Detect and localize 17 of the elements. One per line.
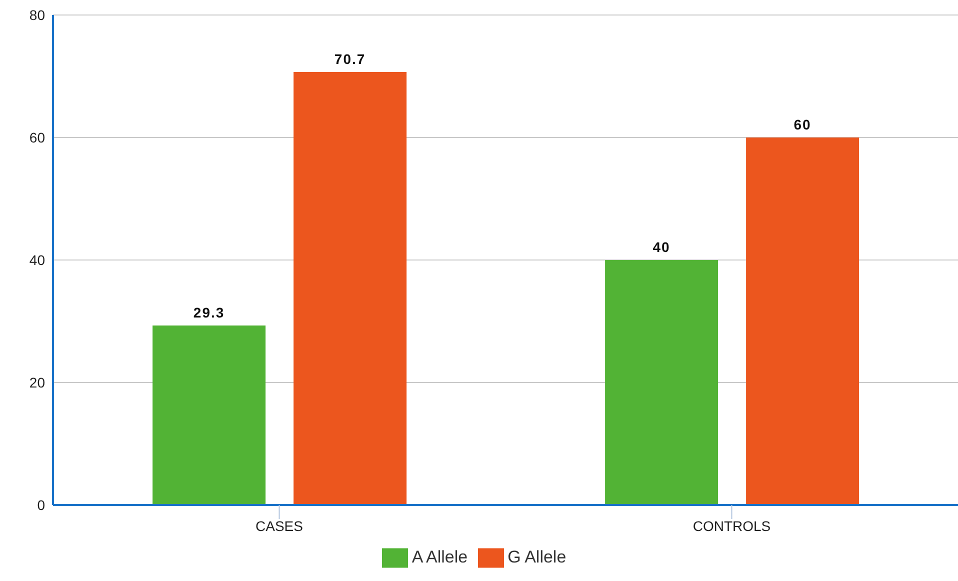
y-tick-label: 60: [29, 129, 46, 146]
bar: [152, 326, 266, 505]
y-tick-label: 40: [29, 252, 46, 268]
legend-label: G Allele: [508, 547, 566, 566]
x-tick-label: CONTROLS: [692, 518, 771, 534]
data-label: 29.3: [193, 304, 225, 321]
bar: [605, 260, 718, 505]
bar: [746, 138, 860, 505]
legend-label: A Allele: [412, 547, 468, 566]
bar: [294, 72, 407, 505]
data-label: 60: [794, 116, 812, 132]
data-label: 40: [652, 239, 670, 255]
x-tick-label: CASES: [256, 518, 303, 534]
y-tick-label: 80: [29, 6, 46, 23]
y-tick-label: 0: [37, 496, 46, 513]
data-label: 70.7: [334, 50, 366, 67]
y-tick-label: 20: [29, 374, 46, 390]
